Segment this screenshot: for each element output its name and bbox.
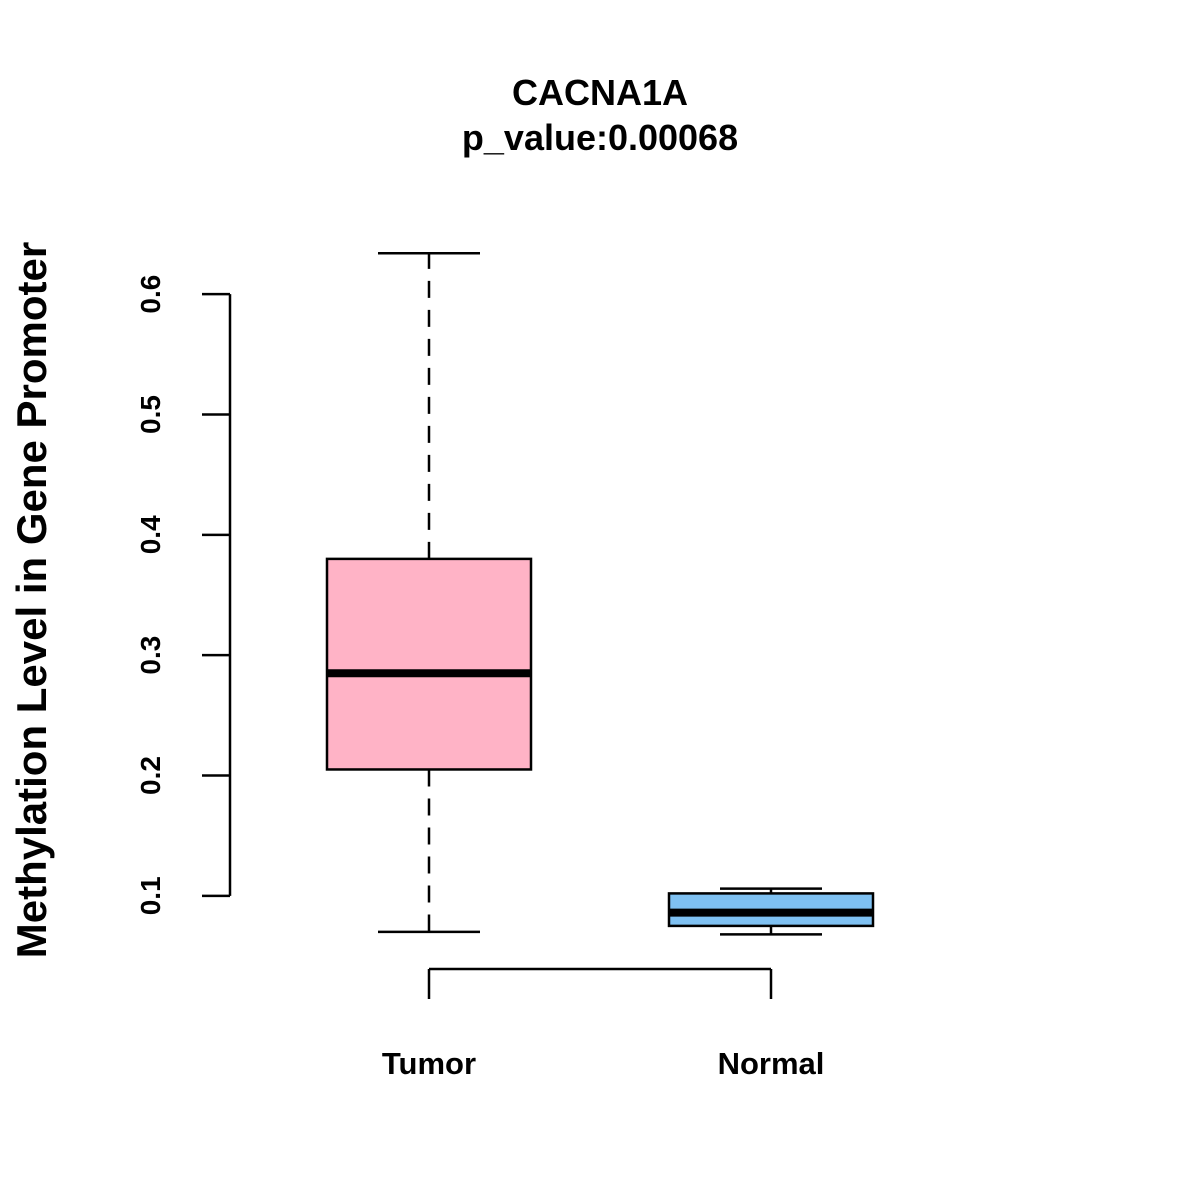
y-tick-label: 0.3 <box>135 636 166 675</box>
x-tick-label: Tumor <box>382 1046 476 1081</box>
y-axis-label: Methylation Level in Gene Promoter <box>8 242 55 958</box>
box-series <box>325 251 875 936</box>
chart-title: CACNA1A <box>512 72 688 113</box>
x-tick-label: Normal <box>718 1046 825 1081</box>
x-axis: Tumor Normal <box>382 967 825 1081</box>
y-tick-label: 0.5 <box>135 395 166 434</box>
y-tick-label: 0.2 <box>135 756 166 795</box>
box-normal <box>667 887 875 936</box>
chart-subtitle: p_value:0.00068 <box>462 117 738 158</box>
y-tick-label: 0.4 <box>135 515 166 554</box>
y-tick-label: 0.6 <box>135 275 166 314</box>
y-axis: 0.1 0.2 0.3 0.4 0.5 0.6 <box>135 275 232 915</box>
y-tick-label: 0.1 <box>135 876 166 915</box>
box-tumor <box>325 251 533 934</box>
iqr-box <box>325 557 533 771</box>
